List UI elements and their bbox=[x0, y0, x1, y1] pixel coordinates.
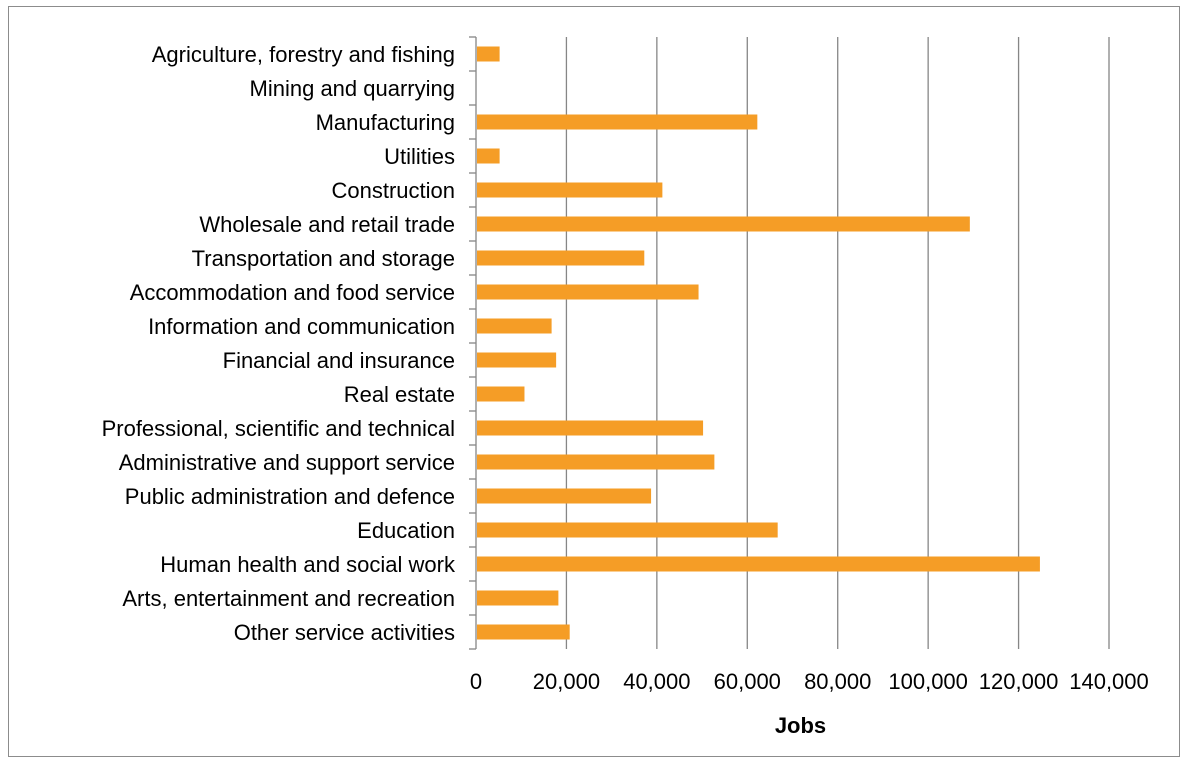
category-label: Manufacturing bbox=[316, 110, 455, 135]
category-label: Wholesale and retail trade bbox=[199, 212, 455, 237]
x-tick-label: 40,000 bbox=[623, 669, 690, 694]
x-tick-label: 20,000 bbox=[533, 669, 600, 694]
bar bbox=[477, 250, 645, 266]
category-label: Information and communication bbox=[148, 314, 455, 339]
bar bbox=[477, 182, 663, 198]
bar bbox=[477, 114, 758, 130]
bar bbox=[477, 488, 652, 504]
bar bbox=[477, 556, 1040, 572]
category-label: Agriculture, forestry and fishing bbox=[152, 42, 455, 67]
x-tick-label: 140,000 bbox=[1069, 669, 1149, 694]
category-label: Professional, scientific and technical bbox=[102, 416, 455, 441]
bars bbox=[477, 46, 1040, 640]
category-label: Financial and insurance bbox=[223, 348, 455, 373]
bar bbox=[477, 46, 500, 62]
gridlines bbox=[565, 37, 1110, 649]
bar bbox=[477, 148, 500, 164]
x-axis-title: Jobs bbox=[775, 713, 826, 738]
category-label: Human health and social work bbox=[160, 552, 456, 577]
x-tick-label: 60,000 bbox=[714, 669, 781, 694]
bar bbox=[477, 590, 559, 606]
bar-chart: Agriculture, forestry and fishing Mining … bbox=[102, 36, 1149, 738]
bar bbox=[477, 454, 715, 470]
x-tick-labels: 0 20,000 40,000 60,000 80,000 100,000 120,000 1… bbox=[470, 669, 1149, 694]
bar bbox=[477, 624, 570, 640]
category-label: Public administration and defence bbox=[125, 484, 455, 509]
x-tick-label: 80,000 bbox=[804, 669, 871, 694]
bar bbox=[477, 216, 970, 232]
bar bbox=[477, 318, 552, 334]
chart-frame: Agriculture, forestry and fishing Mining … bbox=[8, 6, 1180, 757]
bar bbox=[477, 386, 525, 402]
category-label: Construction bbox=[331, 178, 455, 203]
bar bbox=[477, 352, 557, 368]
category-label: Arts, entertainment and recreation bbox=[122, 586, 455, 611]
x-tick-label: 100,000 bbox=[888, 669, 968, 694]
category-label: Mining and quarrying bbox=[250, 76, 455, 101]
category-label: Transportation and storage bbox=[192, 246, 455, 271]
axes bbox=[469, 36, 477, 650]
category-label: Education bbox=[357, 518, 455, 543]
bar bbox=[477, 420, 704, 436]
bar bbox=[477, 284, 699, 300]
category-labels: Agriculture, forestry and fishing Mining … bbox=[102, 42, 456, 645]
x-tick-label: 120,000 bbox=[979, 669, 1059, 694]
category-label: Real estate bbox=[344, 382, 455, 407]
category-label: Administrative and support service bbox=[119, 450, 455, 475]
x-tick-label: 0 bbox=[470, 669, 482, 694]
category-label: Utilities bbox=[384, 144, 455, 169]
category-label: Accommodation and food service bbox=[130, 280, 455, 305]
bar bbox=[477, 522, 778, 538]
category-label: Other service activities bbox=[234, 620, 455, 645]
